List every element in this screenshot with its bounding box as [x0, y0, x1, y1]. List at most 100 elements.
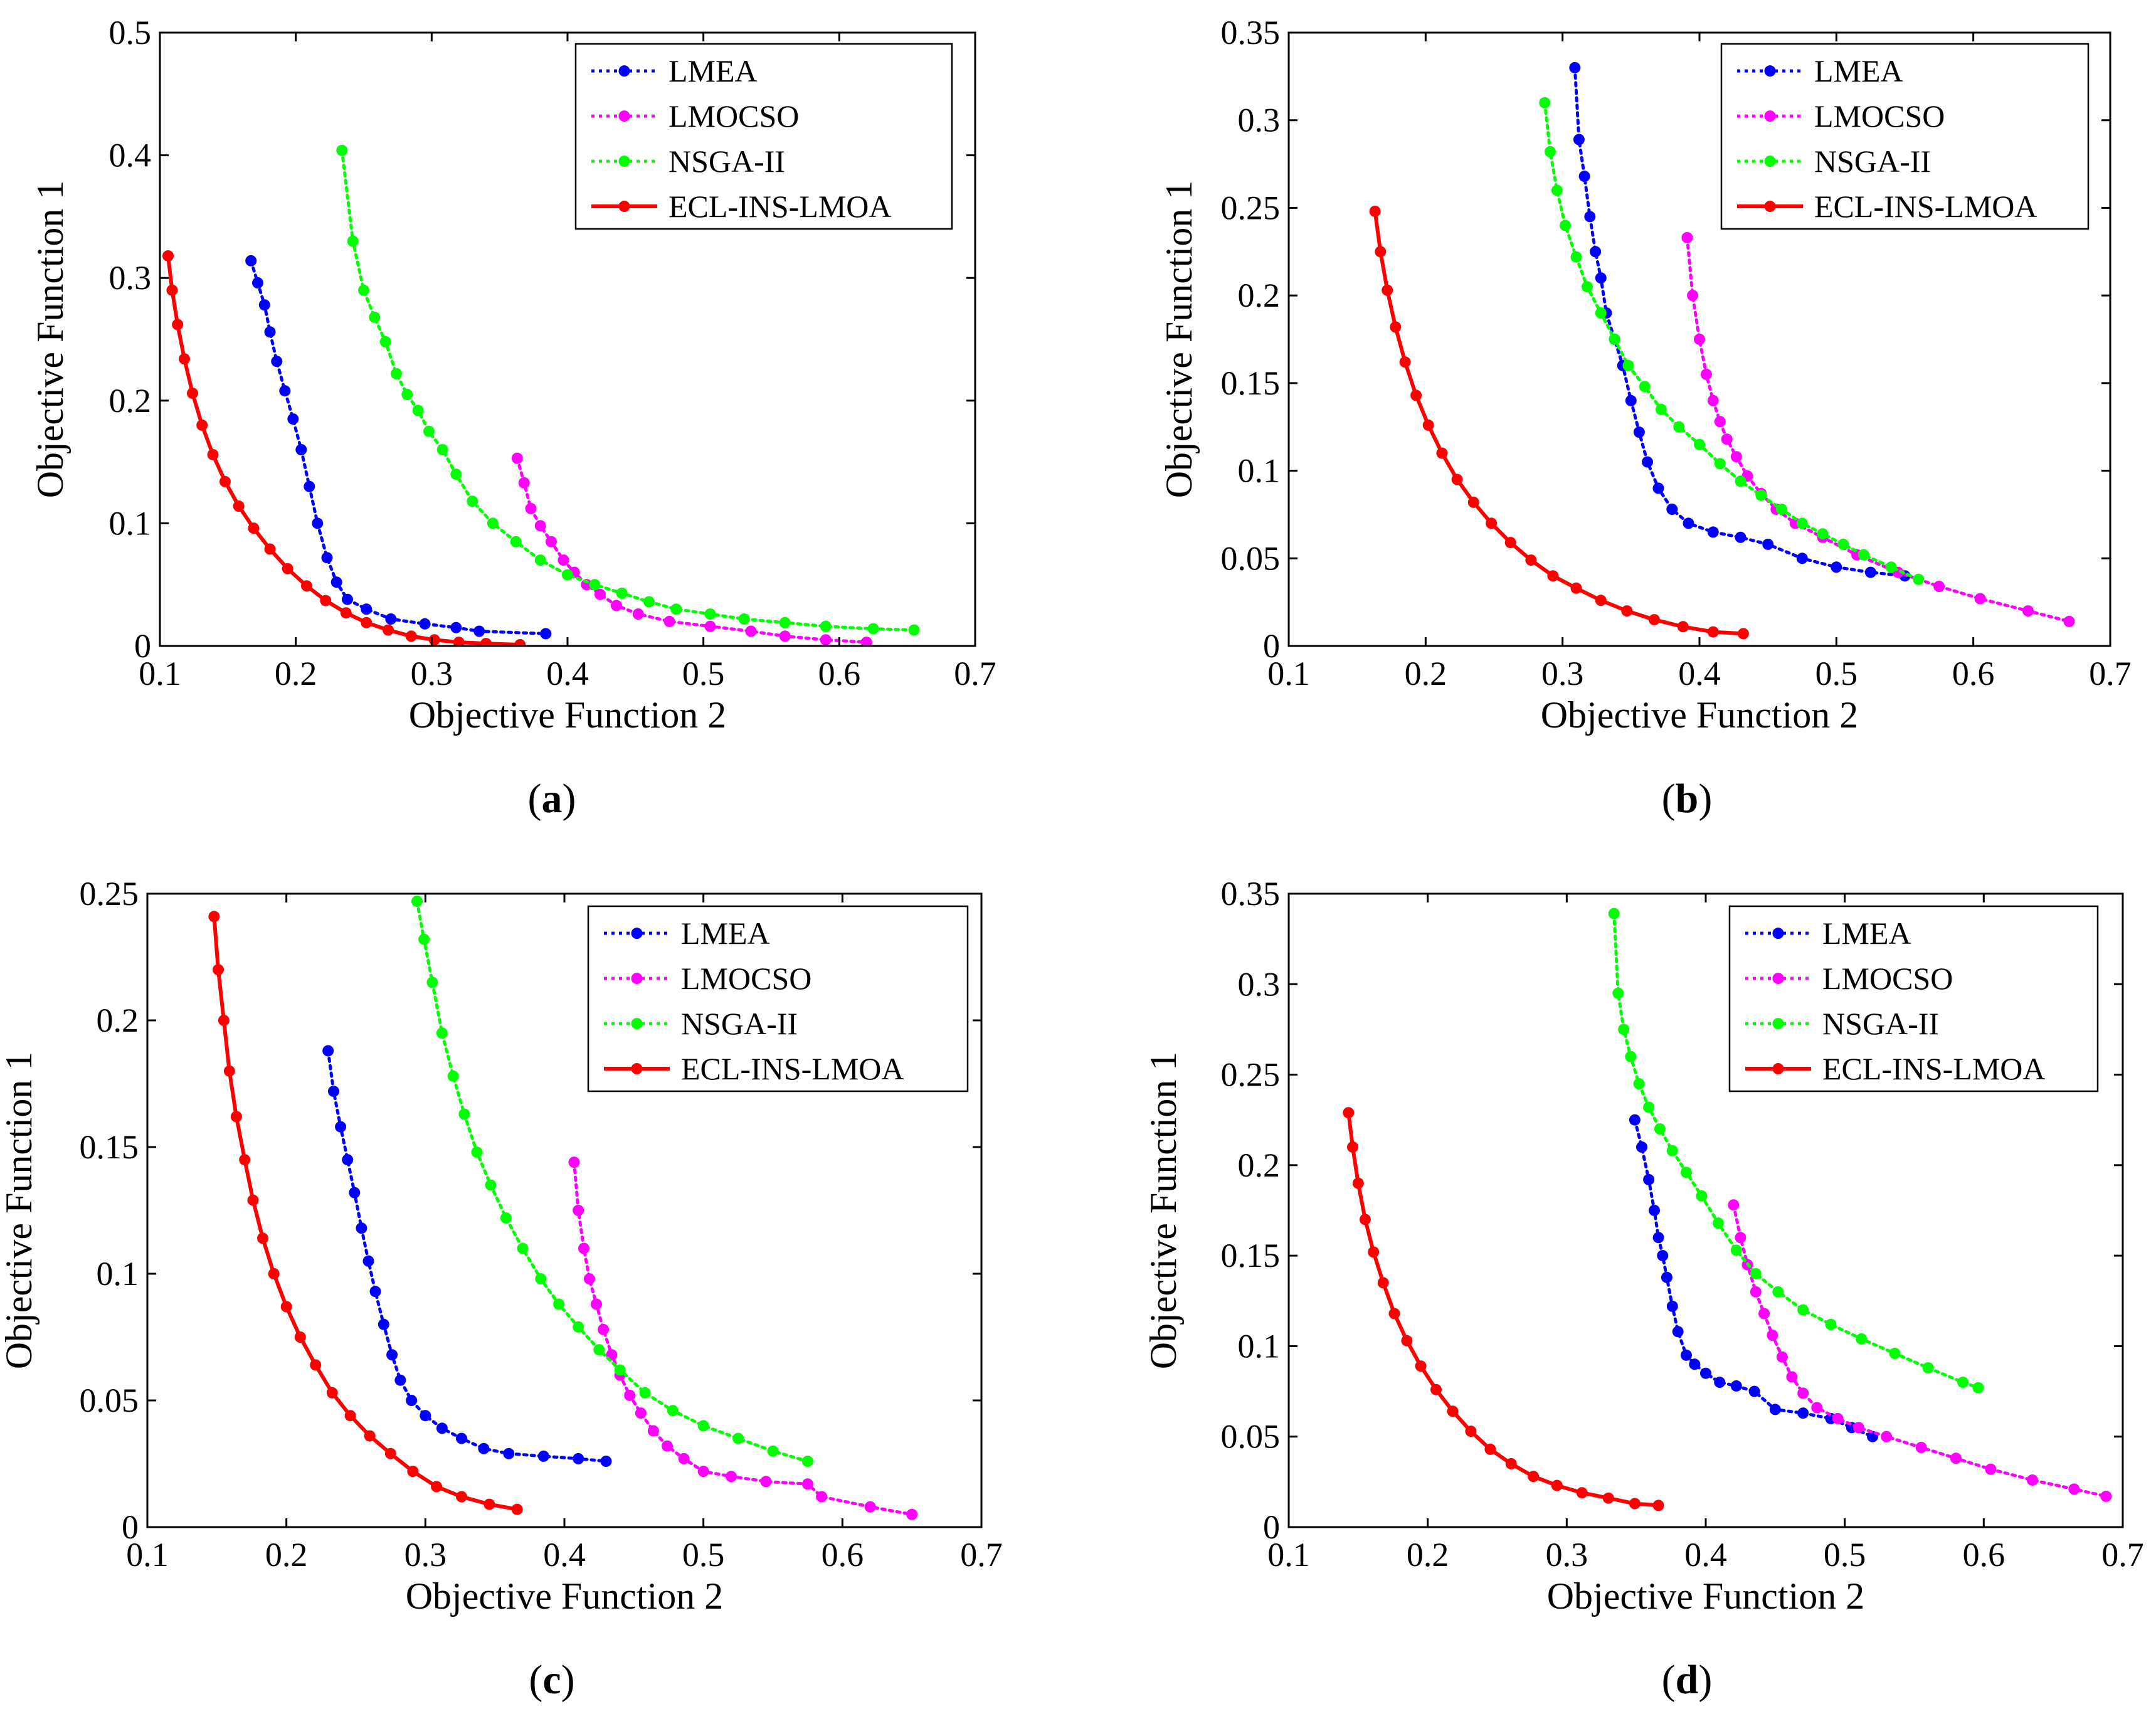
data-point: [1415, 1360, 1427, 1372]
legend-label: LMOCSO: [681, 961, 811, 996]
data-point: [820, 634, 832, 646]
data-point: [1595, 307, 1607, 319]
x-axis-label: Objective Function 2: [1547, 1575, 1865, 1617]
data-point: [1612, 987, 1624, 999]
data-point: [467, 495, 478, 507]
data-point: [583, 1273, 595, 1285]
data-point: [1681, 231, 1693, 243]
data-point: [1447, 1405, 1459, 1417]
data-point: [1811, 1402, 1823, 1414]
data-point: [1786, 1371, 1798, 1383]
data-point: [1525, 554, 1537, 566]
legend-marker: [618, 156, 630, 167]
data-point: [257, 1232, 268, 1244]
data-point: [401, 389, 413, 400]
x-tick-label: 0.5: [1824, 1536, 1866, 1574]
data-point: [500, 1212, 512, 1224]
data-point: [1652, 1500, 1664, 1511]
y-axis-label: Objective Function 1: [0, 1052, 40, 1370]
data-point: [347, 235, 359, 247]
data-point: [514, 639, 526, 646]
data-point: [1484, 1443, 1496, 1455]
data-point: [1832, 1412, 1844, 1424]
data-point: [322, 1045, 334, 1057]
x-tick-label: 0.2: [1405, 655, 1447, 692]
data-point: [568, 1156, 580, 1168]
data-point: [598, 1323, 610, 1335]
data-point: [573, 1321, 584, 1333]
data-point: [1629, 1114, 1641, 1126]
data-point: [1595, 272, 1607, 284]
data-point: [726, 1471, 737, 1483]
data-point: [779, 616, 791, 628]
series-lmocso: [511, 452, 872, 646]
chart-panel-a: 0.1 0.2 0.3 0.4 0.5 0.6 0.700.10.20.30.40.5Obj…: [29, 14, 996, 822]
legend-label: NSGA-II: [1814, 144, 1931, 179]
data-point: [282, 563, 293, 574]
data-point: [1621, 605, 1633, 617]
data-point: [639, 1387, 651, 1399]
data-point: [264, 326, 276, 338]
data-point: [1767, 1330, 1778, 1341]
data-point: [2068, 1483, 2080, 1495]
data-point: [867, 623, 879, 635]
data-point: [411, 896, 423, 907]
data-point: [1852, 1422, 1864, 1434]
data-point: [1608, 907, 1620, 919]
data-point: [1467, 496, 1479, 508]
y-tick-label: 0.15: [1221, 364, 1281, 402]
y-tick-label: 0.2: [97, 1002, 139, 1039]
x-tick-label: 0.2: [1407, 1536, 1449, 1574]
data-point: [162, 250, 174, 262]
data-point: [473, 625, 485, 637]
data-point: [1922, 1362, 1934, 1374]
data-point: [1714, 1377, 1726, 1389]
x-axis-label: Objective Function 2: [409, 694, 727, 736]
y-tick-label: 0: [122, 1508, 139, 1546]
data-point: [1582, 281, 1593, 293]
data-point: [213, 964, 224, 976]
data-point: [537, 1450, 549, 1462]
data-point: [336, 144, 348, 156]
data-point: [1707, 626, 1719, 638]
x-axis-label: Objective Function 2: [1541, 694, 1859, 736]
data-point: [1551, 184, 1563, 196]
data-point: [1714, 458, 1726, 470]
series-nsga-ii: [1539, 97, 1925, 585]
data-point: [1602, 1492, 1614, 1504]
data-point: [436, 1422, 448, 1434]
data-point: [820, 620, 832, 632]
data-point: [1707, 394, 1719, 406]
legend: LMEA LMOCSO NSGA-II ECL-INS-LMOA: [1728, 905, 2099, 1092]
data-point: [704, 608, 716, 620]
data-point: [1648, 614, 1660, 626]
data-point: [172, 319, 184, 331]
data-point: [420, 1410, 431, 1422]
chart-panel-d: 0.1 0.2 0.3 0.4 0.5 0.6 0.7 0 0.05 0.1 0.15 0.2 0.25…: [1143, 875, 2144, 1703]
data-point: [391, 368, 402, 379]
data-point: [471, 1146, 483, 1158]
data-point: [1368, 1246, 1380, 1258]
data-point: [1797, 1387, 1809, 1399]
plot-area: [1369, 61, 2075, 640]
legend-label: ECL-INS-LMOA: [1822, 1051, 2046, 1086]
y-tick-label: 0.3: [1238, 965, 1281, 1003]
series-line-lmea: [1573, 66, 1906, 578]
data-point: [1796, 517, 1808, 529]
data-point: [208, 911, 220, 923]
data-point: [1796, 553, 1808, 564]
data-point: [697, 1466, 709, 1478]
data-point: [1885, 561, 1897, 573]
data-point: [1639, 381, 1651, 393]
series-ecl-ins-lmoa: [208, 911, 523, 1515]
data-point: [906, 1508, 918, 1520]
y-tick-label: 0.25: [80, 875, 139, 913]
data-point: [301, 580, 312, 592]
x-tick-label: 0.4: [543, 1536, 586, 1574]
data-point: [1352, 1177, 1364, 1189]
legend-box: [574, 43, 953, 230]
series-line-lmocso: [1685, 236, 2071, 623]
legend-marker: [618, 65, 630, 77]
data-point: [361, 603, 373, 615]
